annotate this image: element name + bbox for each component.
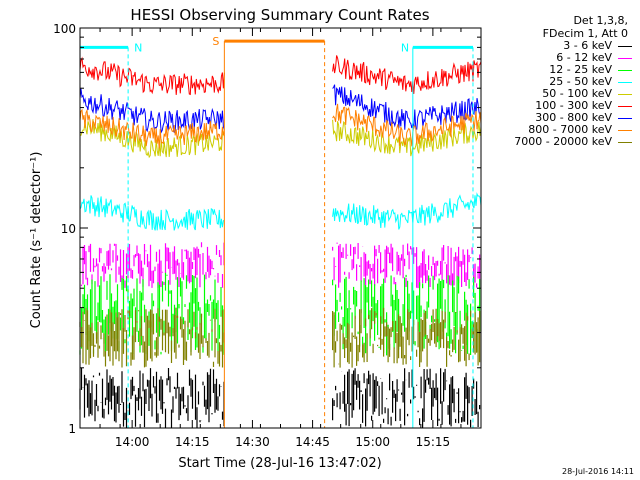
legend-swatch: [618, 94, 632, 95]
legend-item-label: 6 - 12 keV: [556, 51, 612, 64]
series-8-segment-1: [332, 307, 481, 368]
x-tick-label-1: 14:15: [175, 435, 210, 449]
y-tick-label-2: 100: [53, 22, 76, 36]
legend-item-label: 50 - 100 keV: [542, 87, 612, 100]
data-layer: [79, 55, 482, 428]
legend-item: 3 - 6 keV: [488, 40, 634, 52]
x-tick-label-3: 14:45: [295, 435, 330, 449]
y-tick-label-1: 10: [61, 222, 76, 236]
legend-swatch: [618, 82, 632, 83]
legend-item: 7000 - 20000 keV: [488, 136, 634, 148]
legend-swatch: [618, 46, 632, 47]
legend-item: 12 - 25 keV: [488, 64, 634, 76]
series-7-segment-1: [332, 103, 482, 147]
x-tick-label-0: 14:00: [115, 435, 150, 449]
series-1-segment-1: [332, 242, 481, 289]
series-6-segment-0: [79, 88, 225, 134]
x-tick-label-2: 14:30: [235, 435, 270, 449]
y-axis-label: Count Rate (s⁻¹ detector⁻¹): [29, 152, 44, 329]
legend-swatch: [618, 106, 632, 107]
y-tick-label-0: 1: [68, 422, 76, 436]
legend-header-line: FDecim 1, Att 0: [542, 27, 628, 40]
series-3-segment-0: [79, 195, 225, 231]
series-0-segment-0: [79, 368, 225, 428]
legend-swatch: [618, 130, 632, 131]
series-3-segment-1: [332, 192, 482, 230]
series-7-segment-0: [79, 108, 225, 149]
x-tick-label-4: 15:00: [355, 435, 390, 449]
legend-item-label: 100 - 300 keV: [535, 99, 612, 112]
legend-swatch: [618, 70, 632, 71]
legend-item: 50 - 100 keV: [488, 88, 634, 100]
mode-label-0: N: [134, 41, 142, 54]
series-6-segment-1: [332, 84, 482, 130]
legend-item-label: 3 - 6 keV: [563, 39, 612, 52]
legend-swatch: [618, 142, 632, 143]
series-4-segment-1: [332, 119, 482, 157]
legend-item-label: 7000 - 20000 keV: [514, 135, 612, 148]
legend-item: 6 - 12 keV: [488, 52, 634, 64]
legend-item: 25 - 50 keV: [488, 76, 634, 88]
legend-item: 100 - 300 keV: [488, 100, 634, 112]
legend-item: 300 - 800 keV: [488, 112, 634, 124]
series-0-segment-1: [332, 368, 481, 428]
mode-label-2: S: [212, 35, 219, 48]
annotation-layer: N NS: [79, 35, 474, 428]
series-5-segment-1: [332, 55, 482, 94]
x-tick-label-5: 15:15: [416, 435, 451, 449]
axes-layer: 14:00 14:15 14:30 14:45 15:00 15:15 1 10 100: [53, 22, 481, 449]
mode-label-1: N: [401, 41, 409, 54]
series-5-segment-0: [79, 56, 225, 96]
x-axis-label: Start Time (28-Jul-16 13:47:02): [178, 456, 381, 471]
legend-swatch: [618, 58, 632, 59]
legend-header-line: Det 1,3,8,: [573, 14, 628, 27]
legend-items: 3 - 6 keV 6 - 12 keV 12 - 25 keV 25 - 50 ke…: [488, 40, 634, 148]
chart-title: HESSI Observing Summary Count Rates: [130, 6, 429, 24]
legend-item-label: 12 - 25 keV: [549, 63, 612, 76]
legend-item-label: 800 - 7000 keV: [528, 123, 612, 136]
legend-swatch: [618, 118, 632, 119]
legend-item: 800 - 7000 keV: [488, 124, 634, 136]
legend-item-label: 300 - 800 keV: [535, 111, 612, 124]
chart-legend: Det 1,3,8, FDecim 1, Att 0 3 - 6 keV 6 - 1…: [488, 14, 634, 148]
generation-timestamp: 28-Jul-2016 14:11: [561, 467, 634, 476]
legend-item-label: 25 - 50 keV: [549, 75, 612, 88]
legend-header: Det 1,3,8, FDecim 1, Att 0: [488, 14, 634, 40]
